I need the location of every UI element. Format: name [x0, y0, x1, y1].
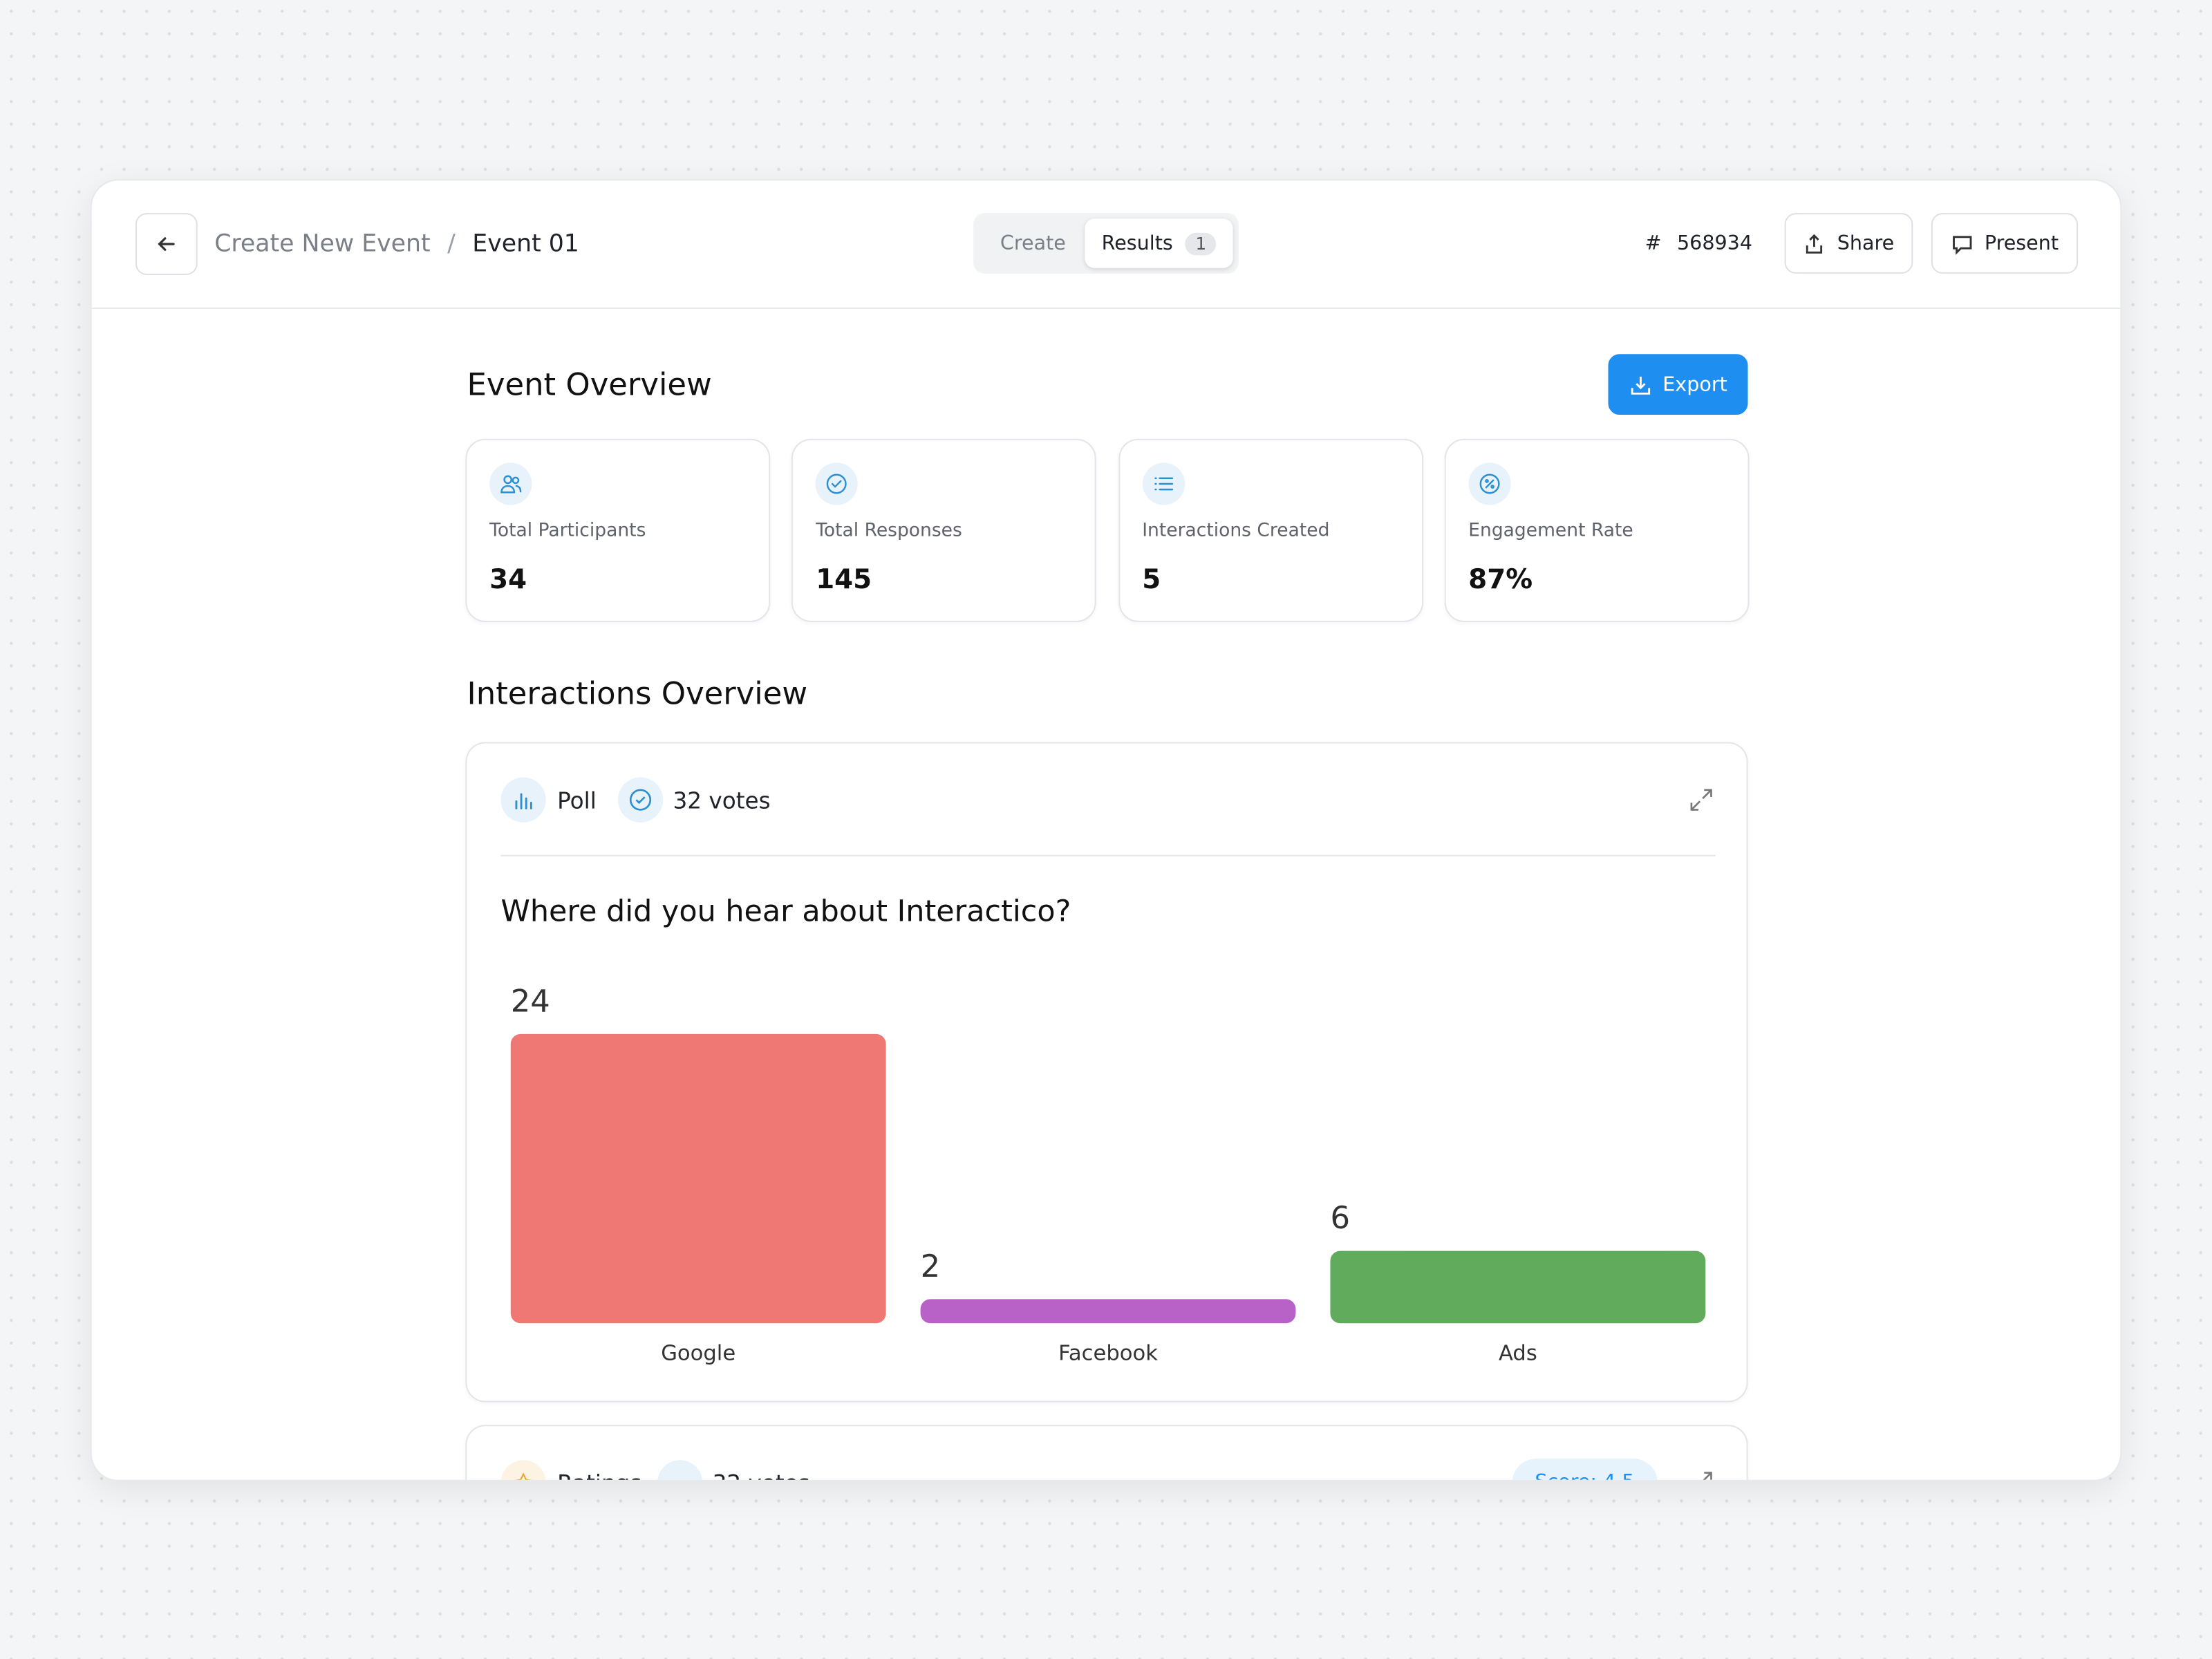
stat-card: Interactions Created 5 — [1118, 438, 1423, 622]
expand-icon[interactable] — [1689, 787, 1714, 813]
app-window: Create New Event / Event 01 Create Resul… — [90, 179, 2122, 1481]
stat-label: Total Participants — [489, 521, 646, 542]
stat-value: 5 — [1142, 564, 1161, 596]
value-label: 6 — [1330, 1199, 1350, 1236]
icon — [515, 793, 532, 809]
stat-value: 34 — [489, 564, 527, 596]
breadcrumb-separator: / — [447, 229, 456, 259]
breadcrumb-link[interactable]: Create New Event — [214, 229, 431, 259]
stat-value: 87% — [1468, 564, 1533, 596]
button-label: Export — [1662, 373, 1727, 396]
stat-icon — [1142, 462, 1185, 505]
poll-question: Where did you hear about Interactico? — [500, 894, 1071, 928]
score-badge: Score: 4.5 — [1512, 1459, 1658, 1480]
code-prefix: # — [1644, 232, 1662, 256]
stat-label: Total Responses — [816, 521, 962, 542]
icon — [1479, 474, 1500, 494]
stat-label: Engagement Rate — [1468, 521, 1633, 542]
bar — [1330, 1250, 1706, 1324]
section-title: Interactions Overview — [467, 676, 808, 712]
poll-chart: 24 Google 2 Facebook 6 Ads — [510, 982, 1706, 1365]
category-label: Facebook — [1058, 1341, 1158, 1365]
icon — [629, 789, 652, 811]
votes-icon — [657, 1460, 703, 1480]
breadcrumb-current: Event 01 — [472, 229, 579, 259]
present-button[interactable]: Present — [1931, 213, 2079, 274]
tab-bar: Create Results 1 — [973, 213, 1239, 274]
stat-card: Total Participants 34 — [465, 438, 771, 622]
interaction-type: Ratings — [557, 1465, 641, 1479]
card-divider — [500, 854, 1716, 856]
value-label: 2 — [921, 1248, 941, 1284]
poll-card: Poll 32 votes Where did you hear about I… — [465, 742, 1748, 1403]
stat-card: Total Responses 145 — [791, 438, 1097, 622]
stat-card: Engagement Rate 87% — [1444, 438, 1750, 622]
category-label: Ads — [1499, 1341, 1537, 1365]
tab-label: Results — [1101, 232, 1173, 255]
breadcrumb: Create New Event / Event 01 — [214, 227, 579, 261]
votes-icon — [617, 777, 664, 823]
back-icon — [158, 237, 175, 251]
tab-badge: 1 — [1185, 232, 1217, 255]
event-code: # 568934 — [1645, 227, 1752, 261]
section-title: Event Overview — [467, 367, 712, 403]
stat-icon — [1468, 462, 1511, 505]
icon — [514, 1472, 532, 1480]
bar — [920, 1299, 1296, 1324]
poll-icon — [500, 777, 546, 823]
back-button[interactable] — [135, 213, 198, 275]
stat-label: Interactions Created — [1142, 521, 1330, 542]
category-label: Google — [661, 1341, 735, 1365]
expand-icon[interactable] — [1689, 1470, 1714, 1481]
share-button[interactable]: Share — [1784, 213, 1913, 274]
icon — [500, 475, 522, 494]
present-icon — [1952, 235, 1971, 254]
stat-value: 145 — [816, 564, 872, 596]
vote-count: 32 votes — [673, 786, 771, 814]
code-value: 568934 — [1676, 232, 1753, 256]
ratings-icon — [500, 1460, 546, 1480]
stat-icon — [816, 462, 859, 505]
button-label: Present — [1984, 232, 2059, 255]
tab[interactable]: Create — [1000, 232, 1066, 255]
interaction-type: Poll — [557, 786, 597, 814]
button-label: Share — [1837, 232, 1895, 255]
value-label: 24 — [511, 982, 550, 1019]
vote-count: 32 votes — [713, 1465, 810, 1479]
share-icon — [1806, 233, 1823, 253]
icon — [827, 474, 847, 494]
header-divider — [91, 307, 2121, 309]
tab-active[interactable]: Results 1 — [1085, 218, 1233, 268]
bar — [510, 1033, 886, 1324]
ratings-card: Ratings 32 votes Score: 4.5 — [465, 1425, 1748, 1481]
download-icon — [1630, 375, 1650, 394]
stat-icon — [489, 462, 532, 505]
icon — [1154, 477, 1173, 491]
export-button[interactable]: Export — [1608, 354, 1748, 415]
